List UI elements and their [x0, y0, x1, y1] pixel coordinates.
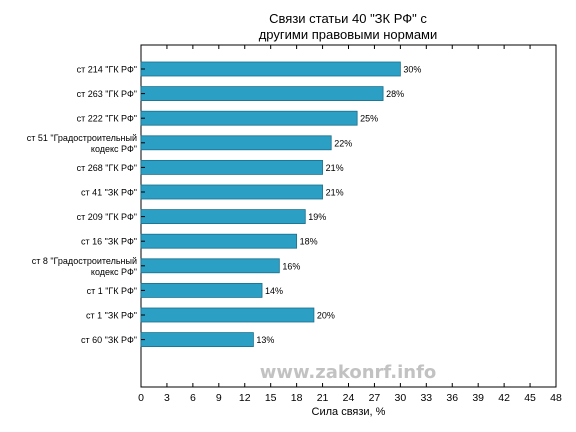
x-tick-label: 15 — [265, 392, 277, 404]
bar — [140, 86, 384, 101]
category-label: ст 41 "ЗК РФ" — [81, 188, 137, 198]
x-tick-label: 42 — [498, 392, 510, 404]
x-tick-label: 21 — [317, 392, 329, 404]
x-tick-label: 30 — [395, 392, 407, 404]
x-tick-label: 24 — [343, 392, 355, 404]
bar — [140, 159, 323, 175]
bar — [140, 184, 323, 200]
x-tick-label: 36 — [446, 392, 458, 404]
category-label: ст 209 "ГК РФ" — [77, 212, 137, 222]
x-tick-label: 9 — [216, 392, 222, 404]
category-label: ст 214 "ГК РФ" — [77, 65, 137, 75]
category-label: ст 51 "Градостроительный — [27, 133, 137, 143]
category-labels: ст 214 "ГК РФ" ст 263 "ГК РФ" ст 222 "ГК Р… — [27, 65, 145, 345]
x-tick-label: 39 — [472, 392, 484, 404]
bar-value-label: 19% — [308, 212, 326, 222]
category-label: ст 8 "Градостроительный — [32, 256, 137, 266]
category-label: ст 263 "ГК РФ" — [77, 89, 137, 99]
x-tick-label: 0 — [138, 392, 144, 404]
bar-value-label: 18% — [300, 237, 318, 247]
category-label: кодекс РФ" — [91, 267, 137, 277]
x-tick-label: 6 — [190, 392, 196, 404]
bar-value-label: 16% — [282, 261, 300, 271]
data-labels: 30% 28% 25% 22% 21% 21% 19% 18% 16% 14% 20% 13% — [256, 65, 421, 346]
bar — [140, 61, 401, 77]
x-tick-label: 3 — [164, 392, 170, 404]
category-label: ст 222 "ГК РФ" — [77, 114, 137, 124]
bar-value-label: 14% — [265, 286, 283, 296]
bar-series — [140, 61, 401, 348]
x-tick-label: 12 — [239, 392, 251, 404]
bar — [140, 110, 358, 126]
bar-value-label: 20% — [317, 311, 335, 321]
watermark: www.zakonrf.info — [260, 362, 437, 383]
category-label: кодекс РФ" — [91, 144, 137, 154]
bar-value-label: 22% — [334, 138, 352, 148]
bar-value-label: 13% — [256, 335, 274, 345]
bar — [140, 332, 254, 348]
x-tick-label: 45 — [524, 392, 536, 404]
bar — [140, 307, 315, 323]
bar-value-label: 21% — [326, 163, 344, 173]
x-axis-title: Сила связи, % — [312, 406, 386, 418]
bar — [140, 282, 263, 298]
bar — [140, 258, 280, 274]
bar — [140, 135, 332, 151]
category-label: ст 268 "ГК РФ" — [77, 163, 137, 173]
chart-title-line: Связи статьи 40 "ЗК РФ" с — [269, 11, 427, 26]
x-tick-label: 27 — [369, 392, 381, 404]
category-label: ст 16 "ЗК РФ" — [81, 237, 137, 247]
bar — [140, 233, 298, 249]
x-tick-label: 18 — [291, 392, 303, 404]
category-label: ст 60 "ЗК РФ" — [81, 335, 137, 345]
bar-value-label: 21% — [326, 188, 344, 198]
chart-title-line: другими правовыми нормами — [259, 27, 438, 42]
bar-value-label: 28% — [386, 89, 404, 99]
bar-value-label: 30% — [403, 65, 421, 75]
bar-value-label: 25% — [360, 114, 378, 124]
category-label: ст 1 "ЗК РФ" — [86, 311, 137, 321]
x-tick-label: 48 — [550, 392, 562, 404]
category-label: ст 1 "ГК РФ" — [87, 286, 137, 296]
x-axis-ticks: 0 3 6 9 12 15 18 21 24 27 30 33 36 39 42 45 48 — [138, 45, 562, 404]
bar — [140, 209, 306, 225]
x-tick-label: 33 — [420, 392, 432, 404]
